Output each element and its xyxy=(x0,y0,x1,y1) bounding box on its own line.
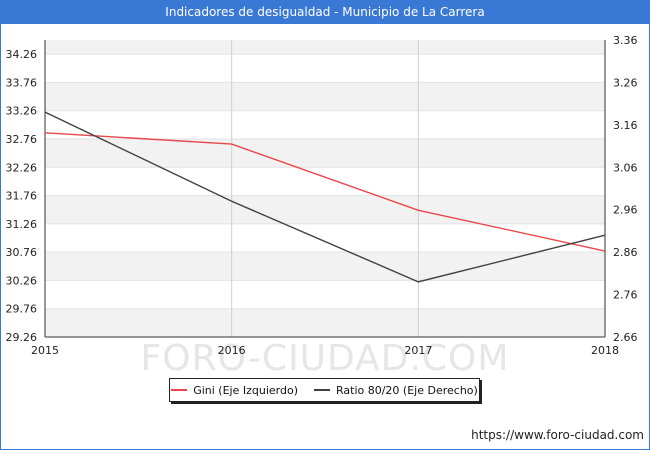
legend-item-ratio: Ratio 80/20 (Eje Derecho) xyxy=(313,383,478,397)
grid-band xyxy=(45,195,605,224)
x-tick-label: 2018 xyxy=(591,344,619,357)
y-tick-label-left: 29.76 xyxy=(6,303,38,316)
y-tick-label-left: 32.26 xyxy=(6,161,38,174)
y-tick-label-right: 2.96 xyxy=(613,204,638,217)
legend-swatch-gini xyxy=(171,389,188,391)
legend-label-gini: Gini (Eje Izquierdo) xyxy=(193,383,298,397)
y-tick-label-left: 32.76 xyxy=(6,133,38,146)
grid-band xyxy=(45,139,605,168)
y-tick-label-left: 33.26 xyxy=(6,105,38,118)
chart-title: Indicadores de desigualdad - Municipio d… xyxy=(0,0,650,24)
y-tick-label-left: 30.76 xyxy=(6,246,38,259)
y-tick-label-left: 33.76 xyxy=(6,76,38,89)
grid-band xyxy=(45,252,605,281)
legend-label-ratio: Ratio 80/20 (Eje Derecho) xyxy=(335,383,478,397)
y-tick-label-right: 3.06 xyxy=(613,161,638,174)
x-tick-label: 2017 xyxy=(404,344,432,357)
y-tick-label-right: 3.36 xyxy=(613,34,638,47)
legend-item-gini: Gini (Eje Izquierdo) xyxy=(171,384,298,397)
y-tick-label-right: 2.76 xyxy=(613,289,638,302)
legend-swatch-ratio xyxy=(313,389,330,391)
y-tick-label-left: 31.26 xyxy=(6,218,38,231)
series-line-gini xyxy=(44,132,606,252)
x-tick-label: 2015 xyxy=(31,344,59,357)
x-tick-label: 2016 xyxy=(218,344,246,357)
y-tick-label-left: 29.26 xyxy=(6,331,38,344)
legend: Gini (Eje Izquierdo) Ratio 80/20 (Eje De… xyxy=(169,378,480,402)
watermark: FORO-CIUDAD.COM xyxy=(141,338,510,379)
y-tick-label-left: 31.76 xyxy=(6,190,38,203)
y-tick-label-right: 3.16 xyxy=(613,119,638,132)
y-tick-label-right: 2.86 xyxy=(613,246,638,259)
y-tick-label-right: 3.26 xyxy=(613,76,638,89)
grid-band xyxy=(45,82,605,111)
series-line-ratio xyxy=(44,111,606,283)
grid-band xyxy=(45,308,605,337)
y-tick-label-left: 34.26 xyxy=(6,48,38,61)
grid-band xyxy=(45,40,605,55)
source-link[interactable]: https://www.foro-ciudad.com xyxy=(471,428,644,442)
y-tick-label-left: 30.26 xyxy=(6,274,38,287)
y-tick-label-right: 2.66 xyxy=(613,331,638,344)
